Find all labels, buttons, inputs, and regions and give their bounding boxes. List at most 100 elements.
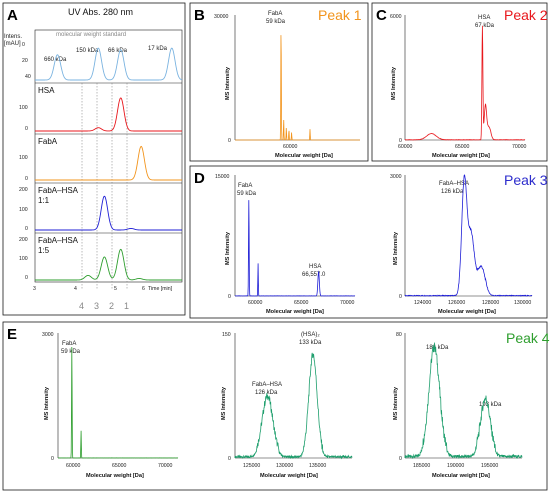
a-xtick: 4 [74, 286, 77, 292]
e2-ymin: 0 [228, 456, 231, 462]
panel-e-peak-label: Peak 4 [506, 330, 550, 346]
fabahsa-11-trace [35, 195, 182, 231]
a-ytick: 0 [25, 275, 28, 281]
a-ytick: 100 [19, 105, 28, 111]
e3-xlabel: Molecular weight [Da] [432, 473, 490, 479]
a-ytick: 0 [25, 226, 28, 232]
d-ann-hsa-2: 66,557.0 [302, 272, 326, 278]
e3-ann-186: 186 kDa [426, 345, 449, 351]
d-ann-faba-2: 59 kDa [237, 191, 257, 197]
std-peak-17: 17 kDa [148, 46, 168, 52]
a-ytick: 200 [19, 187, 28, 193]
e1-ylabel: MS Intensity [44, 386, 50, 420]
a-ytick: 0 [25, 176, 28, 182]
a-ytick: 100 [19, 207, 28, 213]
row-label-fabahsa-15: FabA–HSA [38, 236, 79, 245]
panel-d-peak-label: Peak 3 [504, 172, 548, 188]
b-xtick: 60000 [283, 144, 298, 150]
panel-a-plot-frame [34, 29, 183, 283]
e3-xtick: 190000 [447, 463, 464, 469]
panel-e-letter: E [7, 326, 17, 343]
d-left-spectrum-line [234, 200, 356, 297]
peak-number-2: 2 [109, 301, 114, 311]
panel-b: B Peak 1 30000 0 60000 Molecular weight … [189, 2, 369, 162]
panel-c-letter: C [376, 7, 387, 24]
row-label-fabahsa-11: FabA–HSA [38, 186, 79, 195]
d-left-xtick: 70000 [340, 300, 355, 306]
e2-ann-dimer-1: (HSA)₂ [301, 332, 320, 338]
a-xtick: 3 [33, 286, 36, 292]
e1-xtick: 65000 [112, 463, 127, 469]
c-ylabel: MS Intensity [391, 66, 397, 100]
e2-ann-complex-1: FabA–HSA [252, 382, 282, 388]
e3-spectrum-line [404, 342, 523, 460]
d-right-ymax: 3000 [390, 174, 402, 180]
b-xlabel: Molecular weight [Da] [275, 153, 333, 159]
fabahsa-15-trace [35, 248, 182, 281]
std-trace [35, 47, 183, 81]
c-xtick: 70000 [512, 144, 527, 150]
b-ann-1: FabA [268, 11, 282, 17]
d-right-xtick: 128000 [482, 300, 499, 306]
a-ytick: 100 [19, 155, 28, 161]
c-ymax: 6000 [390, 14, 402, 20]
c-xtick: 65000 [455, 144, 470, 150]
std-peak-150: 150 kDa [76, 48, 99, 54]
e1-ymax: 3000 [42, 332, 54, 338]
panel-c-peak-label: Peak 2 [504, 7, 548, 23]
a-xtick: 5 [114, 286, 117, 292]
a-ytick: 0 [25, 126, 28, 132]
panel-a-ylabel-1: Intens. [4, 34, 22, 40]
e2-xtick: 125000 [243, 463, 260, 469]
a-ytick: 40 [25, 74, 31, 80]
peak-number-4: 4 [79, 301, 84, 311]
e1-spectrum-line [57, 347, 179, 459]
row-label-ratio-15: 1:5 [38, 246, 50, 255]
e2-ylabel: MS Intensity [221, 386, 227, 420]
e2-xlabel: Molecular weight [Da] [260, 473, 318, 479]
b-ann-2: 59 kDa [266, 19, 286, 25]
d-left-ymax: 15000 [215, 174, 230, 180]
panel-b-frame [189, 2, 369, 162]
d-right-spectrum-line [404, 174, 533, 297]
e3-ylabel: MS Intensity [393, 386, 399, 420]
b-ylabel: MS Intensity [225, 66, 231, 100]
panel-c: C Peak 2 6000 0 60000 65000 70000 Molecu… [371, 2, 548, 162]
d-left-ylabel: MS Intensity [225, 231, 231, 265]
e2-xtick: 130000 [276, 463, 293, 469]
e2-ann-dimer-2: 133 kDa [299, 340, 322, 346]
panel-c-frame [371, 2, 548, 162]
d-right-ymin: 0 [399, 294, 402, 300]
peak-number-3: 3 [94, 301, 99, 311]
e3-ann-193: 193 kDa [479, 402, 502, 408]
d-right-xlabel: Molecular weight [Da] [438, 309, 496, 315]
panel-d-frame [189, 165, 548, 319]
e1-xlabel: Molecular weight [Da] [86, 473, 144, 479]
faba-trace [35, 145, 182, 181]
d-right-xtick: 126000 [448, 300, 465, 306]
panel-a-traces [35, 47, 183, 281]
e1-xtick: 70000 [158, 463, 173, 469]
a-ytick: 200 [19, 237, 28, 243]
b-ymin: 0 [228, 138, 231, 144]
peak-number-1: 1 [124, 301, 129, 311]
panel-d: D Peak 3 15000 0 60000 65000 70000 Molec… [189, 165, 548, 319]
d-left-ymin: 0 [228, 294, 231, 300]
a-ytick: 100 [19, 256, 28, 262]
d-right-ylabel: MS Intensity [393, 231, 399, 265]
e3-ymin: 0 [399, 456, 402, 462]
a-ytick: 0 [22, 42, 25, 48]
panel-a-title: UV Abs. 280 nm [68, 7, 133, 17]
d-ann-faba-1: FabA [238, 183, 252, 189]
d-left-xtick: 65000 [294, 300, 309, 306]
e2-spectrum-line [234, 352, 353, 460]
panel-d-letter: D [194, 170, 205, 187]
d-ann-complex-1: FabA–HSA [439, 181, 469, 187]
e2-xtick: 135000 [309, 463, 326, 469]
hsa-trace [35, 97, 182, 132]
std-label: molecular weight standard [56, 32, 126, 38]
c-xlabel: Molecular weight [Da] [432, 153, 490, 159]
row-label-faba: FabA [38, 137, 58, 146]
d-left-xlabel: Molecular weight [Da] [266, 309, 324, 315]
